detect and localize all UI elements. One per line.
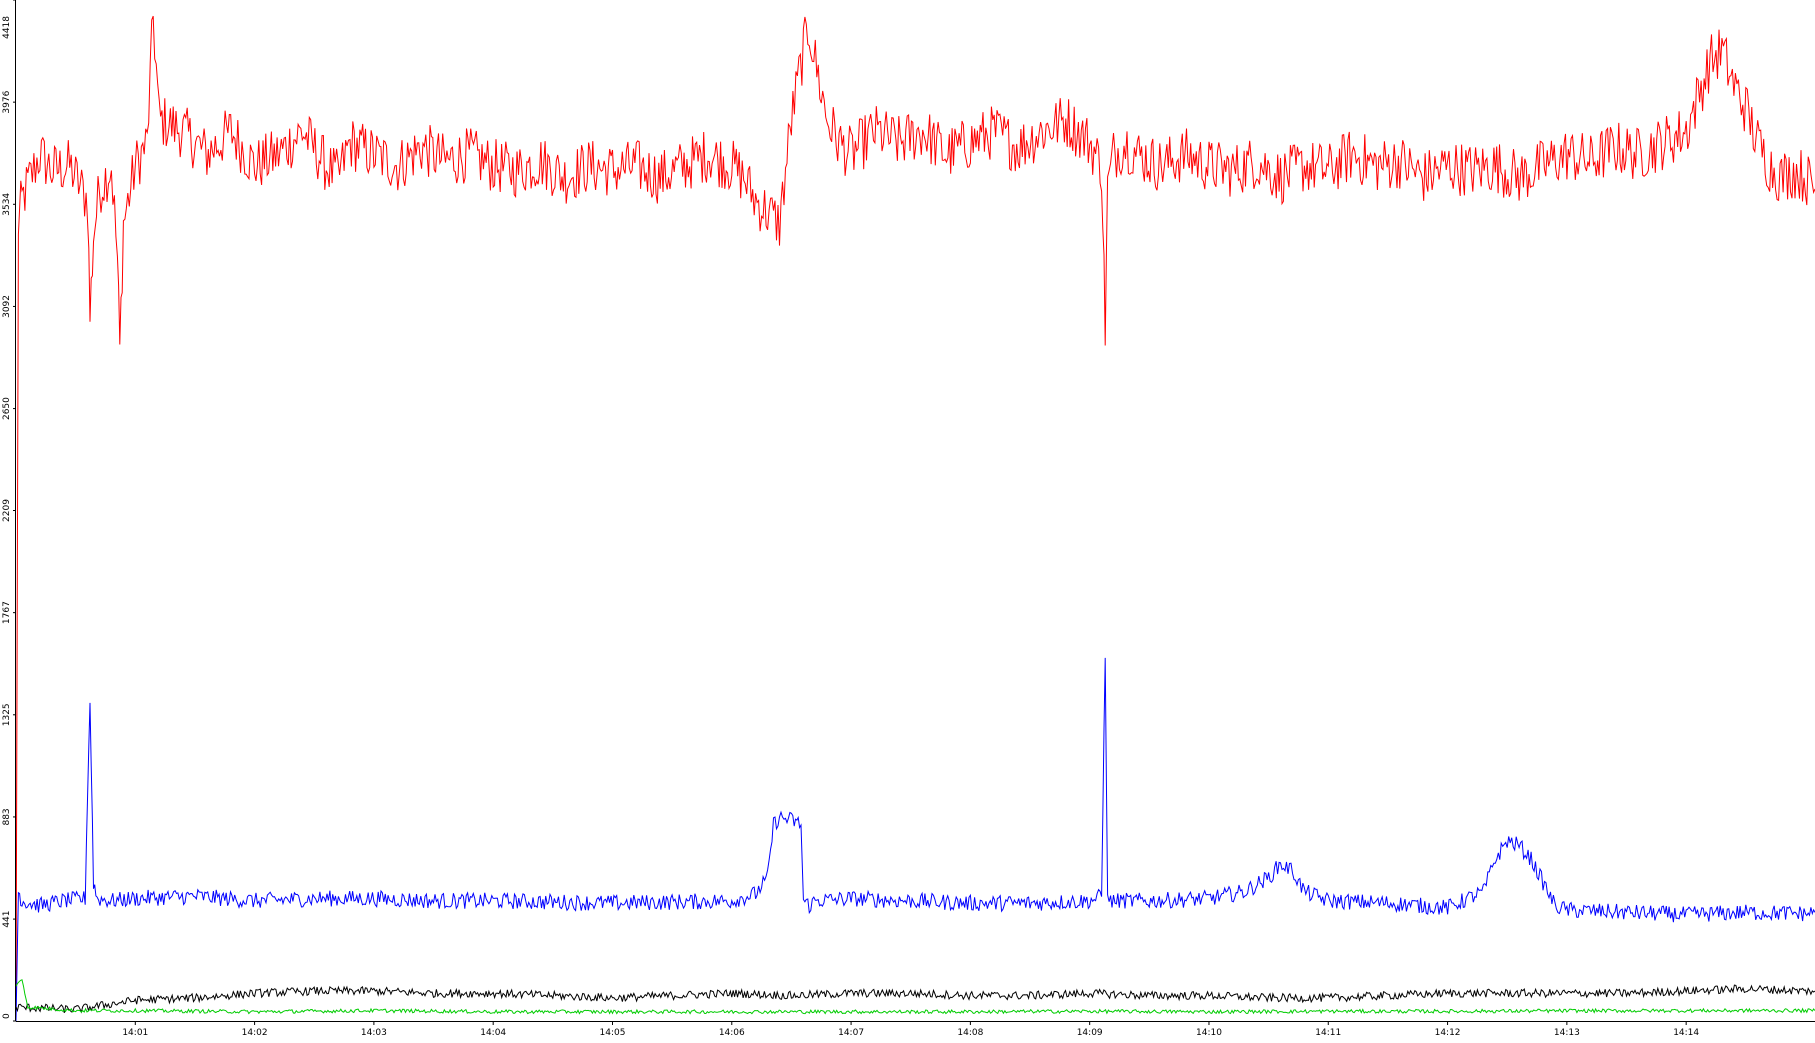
x-tick-label: 14:06 (719, 1028, 745, 1038)
x-tick-label: 14:13 (1554, 1028, 1580, 1038)
x-tick-label: 14:12 (1435, 1028, 1461, 1038)
series-line-1 (15, 657, 1815, 1022)
series-line-3 (15, 979, 1815, 1015)
y-tick-label: 2209 (2, 499, 12, 522)
x-tick-label: 14:05 (600, 1028, 626, 1038)
x-tick-label: 14:09 (1077, 1028, 1103, 1038)
series-line-2 (15, 984, 1815, 1014)
x-tick-label: 14:02 (242, 1028, 268, 1038)
y-tick-label: 3976 (2, 90, 12, 113)
y-tick-label: 441 (2, 910, 12, 927)
y-tick-label: 2650 (2, 397, 12, 420)
series-layer (15, 15, 1815, 1022)
x-tick-label: 14:07 (838, 1028, 864, 1038)
x-tick-label: 14:04 (480, 1028, 506, 1038)
x-tick-label: 14:11 (1315, 1028, 1341, 1038)
y-tick-label: 883 (2, 808, 12, 825)
x-tick-label: 14:01 (122, 1028, 148, 1038)
x-tick-label: 14:03 (361, 1028, 387, 1038)
x-tick-label: 14:10 (1196, 1028, 1222, 1038)
y-tick-label: 3534 (2, 193, 12, 216)
x-tick-label: 14:08 (957, 1028, 983, 1038)
series-line-0 (15, 15, 1815, 1022)
y-tick-label: 4418 (2, 16, 12, 39)
y-tick-label: 0 (2, 1013, 12, 1019)
y-tick-label: 1767 (2, 601, 12, 624)
y-tick-label: 1325 (2, 703, 12, 726)
x-tick-label: 14:14 (1673, 1028, 1699, 1038)
y-tick-label: 3092 (2, 295, 12, 318)
